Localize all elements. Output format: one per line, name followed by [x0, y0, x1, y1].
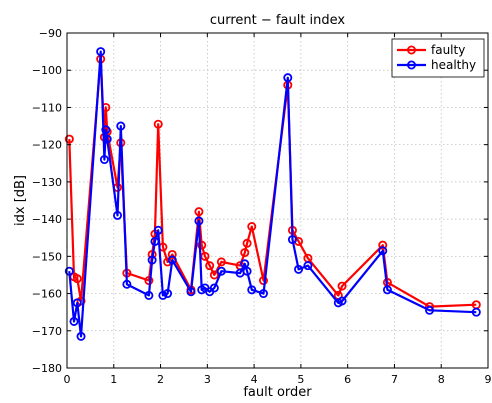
data-point-healthy: [425, 305, 435, 315]
y-tick-label: −110: [32, 101, 62, 114]
data-point-healthy: [240, 259, 250, 269]
x-tick-label: 7: [391, 373, 398, 386]
series-line-healthy: [68, 50, 477, 338]
data-point-faulty: [167, 249, 177, 259]
x-tick-label: 0: [64, 373, 71, 386]
data-point-healthy: [471, 307, 481, 317]
data-point-healthy: [258, 289, 268, 299]
data-point-healthy: [144, 290, 154, 300]
data-point-healthy: [287, 235, 297, 245]
data-point-faulty: [153, 119, 163, 129]
data-point-healthy: [294, 264, 304, 274]
y-tick-label: −160: [32, 288, 62, 301]
data-point-healthy: [337, 296, 347, 306]
legend-box: [391, 38, 485, 78]
x-tick-label: 2: [157, 373, 164, 386]
data-point-healthy: [153, 225, 163, 235]
data-point-healthy: [102, 134, 112, 144]
x-tick-label: 3: [204, 373, 211, 386]
data-point-healthy: [303, 261, 313, 271]
x-axis-label: fault order: [243, 385, 312, 400]
data-point-healthy: [69, 316, 79, 326]
data-point-healthy: [76, 331, 86, 341]
data-point-healthy: [167, 255, 177, 265]
data-point-healthy: [101, 125, 111, 135]
y-tick-label: −100: [32, 64, 62, 77]
y-tick-label: −140: [32, 213, 62, 226]
data-point-healthy: [216, 266, 226, 276]
data-point-faulty: [197, 240, 207, 250]
x-tick-label: 4: [251, 373, 258, 386]
y-tick-label: −90: [39, 27, 62, 40]
legend-label: healthy: [431, 58, 476, 72]
data-point-faulty: [240, 248, 250, 258]
data-point-faulty: [64, 134, 74, 144]
series-faulty: [64, 54, 481, 312]
y-tick-label: −120: [32, 139, 62, 152]
x-tick-label: 6: [344, 373, 351, 386]
data-point-healthy: [64, 266, 74, 276]
x-tick-label: 8: [438, 373, 445, 386]
series-layer: [64, 47, 481, 341]
legend-label: faulty: [431, 43, 465, 57]
data-point-faulty: [209, 270, 219, 280]
data-point-healthy: [158, 290, 168, 300]
x-tick-label: 9: [485, 373, 492, 386]
y-tick-label: −130: [32, 176, 62, 189]
data-point-healthy: [209, 283, 219, 293]
y-tick-label: −180: [32, 362, 62, 375]
grid-lines: [66, 32, 489, 369]
data-point-faulty: [194, 207, 204, 217]
legend-marker: [406, 60, 416, 70]
data-point-faulty: [378, 240, 388, 250]
data-point-faulty: [337, 281, 347, 291]
data-point-healthy: [99, 155, 109, 165]
data-point-healthy: [147, 255, 157, 265]
chart-title: current − fault index: [210, 13, 346, 28]
legend-entry-faulty: faulty: [397, 43, 465, 57]
plot-area-frame: [66, 32, 489, 369]
data-point-healthy: [116, 121, 126, 131]
data-point-healthy: [194, 216, 204, 226]
data-point-faulty: [205, 261, 215, 271]
data-point-healthy: [242, 266, 252, 276]
data-point-healthy: [382, 285, 392, 295]
data-point-healthy: [283, 73, 293, 83]
data-point-healthy: [96, 47, 106, 57]
y-tick-label: −170: [32, 325, 62, 338]
legend-marker: [406, 45, 416, 55]
data-point-healthy: [113, 210, 123, 220]
data-point-healthy: [72, 298, 82, 308]
data-point-faulty: [72, 274, 82, 284]
y-axis-label: idx [dB]: [13, 175, 28, 226]
axis-ticks: 0 1 2 3 4 5 6 7 8 9 −180 −170 −160 −150 −140 −130 −120 −1…: [32, 27, 492, 386]
data-point-healthy: [378, 246, 388, 256]
y-tick-label: −150: [32, 250, 62, 263]
data-point-healthy: [150, 236, 160, 246]
data-point-faulty: [242, 238, 252, 248]
legend-entry-healthy: healthy: [397, 58, 476, 72]
x-tick-label: 5: [297, 373, 304, 386]
x-tick-label: 1: [110, 373, 117, 386]
data-point-faulty: [247, 222, 257, 232]
data-point-healthy: [247, 285, 257, 295]
data-point-healthy: [122, 279, 132, 289]
data-point-faulty: [216, 257, 226, 267]
series-line-faulty: [68, 57, 477, 308]
series-healthy: [64, 47, 481, 341]
data-point-healthy: [163, 289, 173, 299]
data-point-healthy: [186, 287, 196, 297]
